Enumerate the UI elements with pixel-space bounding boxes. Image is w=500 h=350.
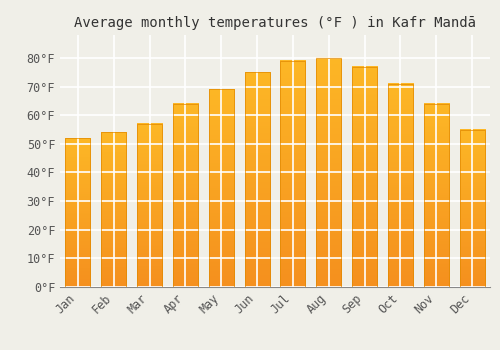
Bar bbox=[173, 104, 198, 287]
Bar bbox=[208, 89, 234, 287]
Bar bbox=[388, 84, 413, 287]
Title: Average monthly temperatures (°F ) in Kafr Mandā: Average monthly temperatures (°F ) in Ka… bbox=[74, 16, 476, 30]
Bar bbox=[316, 58, 342, 287]
Bar bbox=[352, 66, 377, 287]
Bar bbox=[244, 72, 270, 287]
Bar bbox=[137, 124, 162, 287]
Bar bbox=[66, 138, 90, 287]
Bar bbox=[101, 132, 126, 287]
Bar bbox=[424, 104, 449, 287]
Bar bbox=[460, 130, 484, 287]
Bar bbox=[280, 61, 305, 287]
